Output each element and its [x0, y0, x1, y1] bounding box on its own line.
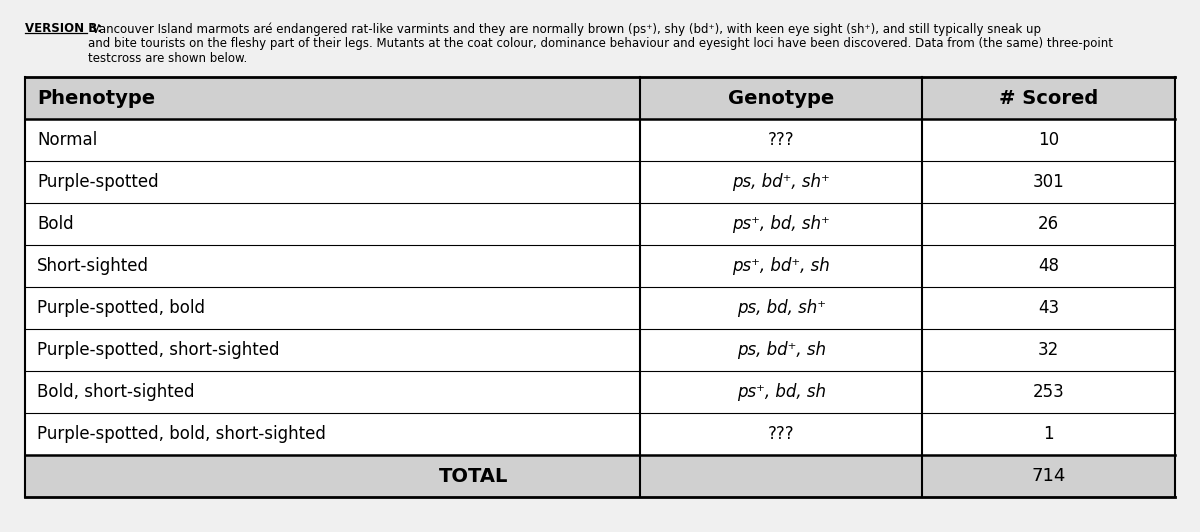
Text: Normal: Normal [37, 131, 97, 149]
Text: 1: 1 [1043, 425, 1054, 443]
Text: 253: 253 [1033, 383, 1064, 401]
Text: # Scored: # Scored [998, 88, 1098, 107]
Bar [25, 77, 1175, 497]
Text: Purple-spotted, short-sighted: Purple-spotted, short-sighted [37, 341, 280, 359]
Text: 43: 43 [1038, 299, 1060, 317]
Text: ps⁺, bd, sh⁺: ps⁺, bd, sh⁺ [732, 215, 830, 233]
Bar [25, 119, 1175, 161]
Bar [25, 245, 1175, 287]
Text: 26: 26 [1038, 215, 1060, 233]
Text: Purple-spotted, bold: Purple-spotted, bold [37, 299, 205, 317]
Text: ps, bd⁺, sh⁺: ps, bd⁺, sh⁺ [732, 173, 830, 191]
Text: Genotype: Genotype [728, 88, 834, 107]
Bar [25, 287, 1175, 329]
Text: Vancouver Island marmots aré endangered rat-like varmints and they are normally: Vancouver Island marmots aré endangered… [88, 22, 1114, 65]
Text: ps, bd, sh⁺: ps, bd, sh⁺ [737, 299, 826, 317]
Text: 714: 714 [1031, 467, 1066, 485]
Bar [25, 371, 1175, 413]
Bar [25, 77, 1175, 119]
Text: VERSION B:: VERSION B: [25, 22, 102, 35]
Text: 48: 48 [1038, 257, 1060, 275]
Text: Bold, short-sighted: Bold, short-sighted [37, 383, 194, 401]
Text: 301: 301 [1033, 173, 1064, 191]
Bar [25, 161, 1175, 203]
Text: ps⁺, bd, sh: ps⁺, bd, sh [737, 383, 826, 401]
Text: ps⁺, bd⁺, sh: ps⁺, bd⁺, sh [732, 257, 830, 275]
Text: Bold: Bold [37, 215, 73, 233]
Text: Purple-spotted: Purple-spotted [37, 173, 158, 191]
Text: ???: ??? [768, 425, 794, 443]
Text: Purple-spotted, bold, short-sighted: Purple-spotted, bold, short-sighted [37, 425, 326, 443]
Bar [25, 413, 1175, 455]
Text: TOTAL: TOTAL [439, 467, 508, 486]
Text: Short-sighted: Short-sighted [37, 257, 149, 275]
Bar [25, 329, 1175, 371]
Text: ps, bd⁺, sh: ps, bd⁺, sh [737, 341, 826, 359]
Text: 32: 32 [1038, 341, 1060, 359]
Text: ???: ??? [768, 131, 794, 149]
Bar [25, 203, 1175, 245]
Text: 10: 10 [1038, 131, 1060, 149]
Text: Phenotype: Phenotype [37, 88, 155, 107]
Bar [25, 455, 1175, 497]
